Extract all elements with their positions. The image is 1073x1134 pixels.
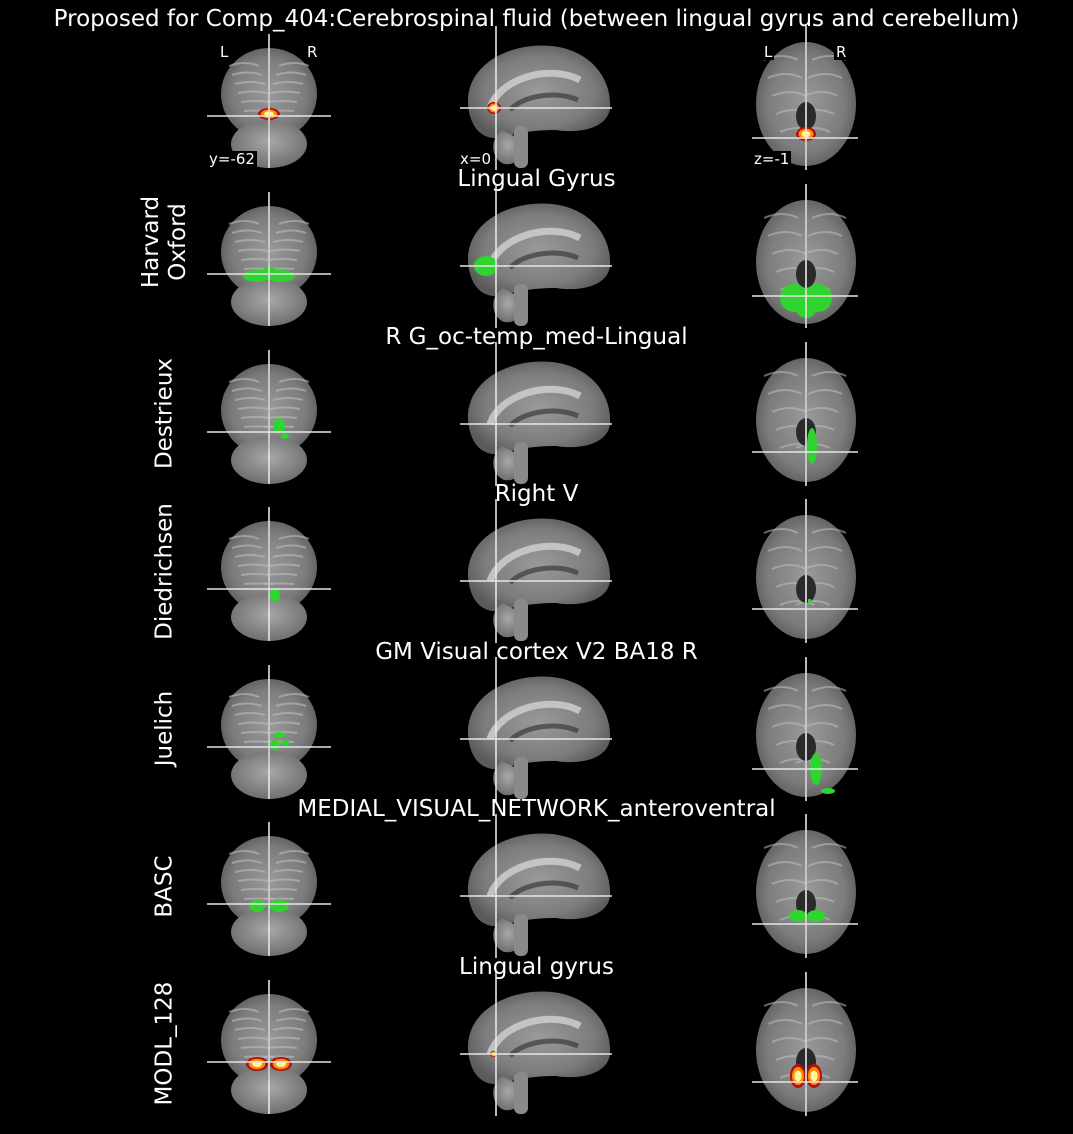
sagittal-brainstem <box>514 756 528 799</box>
sagittal-cerebrum <box>467 361 611 454</box>
sagittal-view <box>460 814 612 958</box>
atlas-label: MODL_128 <box>151 981 178 1106</box>
sagittal-cerebrum <box>467 991 611 1084</box>
coronal-view <box>207 34 331 168</box>
region-title: GM Visual cortex V2 BA18 R <box>375 638 698 665</box>
region-title: R G_oc-temp_med-Lingual <box>385 323 688 350</box>
sagittal-view <box>460 184 612 328</box>
region-title: Lingual gyrus <box>459 953 614 980</box>
sagittal-brainstem <box>514 284 528 326</box>
sagittal-view <box>460 341 612 486</box>
atlas-label: Destrieux <box>151 357 178 470</box>
axial-view <box>752 971 858 1116</box>
figure-title: Proposed for Comp_404:Cerebrospinal flui… <box>53 6 1020 32</box>
sagittal-cerebrum <box>467 45 611 139</box>
axial-view <box>752 26 858 170</box>
sagittal-cerebrum <box>467 518 611 612</box>
coronal-coordinate: y=-62 <box>207 150 257 168</box>
coronal-view <box>207 822 331 956</box>
coronal-view <box>207 979 331 1114</box>
coronal-view <box>207 664 331 799</box>
sagittal-cerebrum <box>467 203 611 297</box>
axial-view <box>752 341 858 486</box>
sagittal-cerebrum <box>467 676 611 769</box>
coronal-view <box>207 192 331 326</box>
axial-right-orientation-label: R <box>834 43 849 61</box>
sagittal-view <box>460 971 612 1116</box>
right-orientation-label: R <box>305 43 320 61</box>
sagittal-view <box>460 656 612 801</box>
atlas-label: Juelich <box>151 690 178 767</box>
axial-view <box>752 656 858 801</box>
axial-view <box>752 184 858 328</box>
sagittal-view <box>460 26 612 170</box>
sagittal-brainstem <box>514 599 528 641</box>
sagittal-cerebrum <box>467 833 611 927</box>
sagittal-brainstem <box>514 126 528 168</box>
atlas-label: Diedrichsen <box>151 502 178 640</box>
axial-view <box>752 499 858 643</box>
coronal-view <box>207 349 331 484</box>
coronal-view <box>207 507 331 641</box>
region-title: MEDIAL_VISUAL_NETWORK_anteroventral <box>297 796 776 822</box>
region-title: Right V <box>494 481 579 507</box>
region-title: Lingual Gyrus <box>457 166 616 192</box>
sagittal-coordinate: x=0 <box>458 150 493 168</box>
sagittal-brainstem <box>514 914 528 956</box>
axial-view <box>752 814 858 958</box>
axial-coordinate: z=-1 <box>752 150 792 168</box>
axial-left-orientation-label: L <box>762 43 775 61</box>
left-orientation-label: L <box>218 43 231 61</box>
sagittal-brainstem <box>514 441 528 484</box>
atlas-label: Harvard Oxford <box>138 195 191 289</box>
sagittal-brainstem <box>514 1071 528 1114</box>
sagittal-view <box>460 499 612 643</box>
atlas-label: BASC <box>151 854 178 918</box>
